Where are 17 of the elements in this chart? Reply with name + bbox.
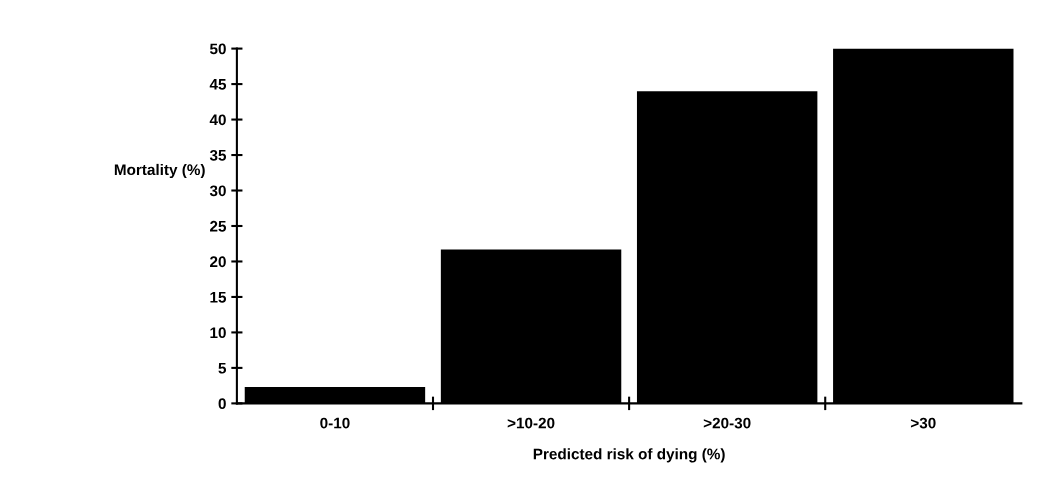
y-axis-title: Mortality (%): [114, 163, 205, 179]
y-tick-label: 35: [209, 149, 227, 161]
x-tick-label: 0-10: [320, 417, 350, 429]
x-axis-title: Predicted risk of dying (%): [533, 448, 725, 463]
y-tick-label: 0: [218, 398, 226, 410]
y-tick-label: 40: [209, 114, 226, 126]
y-tick-label: 30: [209, 185, 226, 197]
y-tick-label: 5: [218, 362, 227, 374]
x-tick-label: >30: [910, 417, 936, 429]
y-tick-label: 50: [209, 43, 226, 55]
y-tick-label: 15: [210, 291, 227, 303]
x-tick-label: >10-20: [507, 417, 555, 429]
y-tick-label: 20: [210, 256, 226, 268]
y-tick-label: 25: [210, 220, 227, 232]
y-tick-label: 45: [209, 79, 227, 90]
y-tick-label: 10: [210, 327, 226, 339]
x-tick-label: >20-30: [703, 417, 751, 429]
